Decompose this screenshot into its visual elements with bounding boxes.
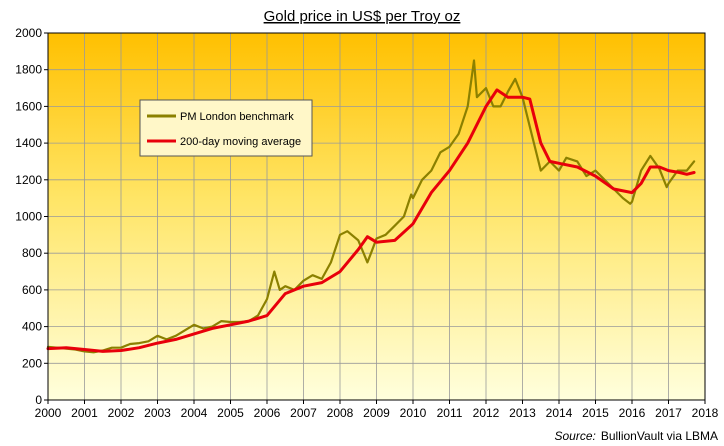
chart-title: Gold price in US$ per Troy oz <box>264 8 461 25</box>
source-text: BullionVault via LBMA <box>601 429 718 443</box>
x-tick-label: 2017 <box>655 406 682 420</box>
legend-label-pm-london: PM London benchmark <box>180 111 294 123</box>
source-note: Source: BullionVault via LBMA <box>554 429 718 443</box>
series-line-moving-average <box>46 88 696 353</box>
grid-lines <box>48 33 705 400</box>
y-tick-label: 1800 <box>15 63 42 77</box>
x-tick-label: 2000 <box>35 406 62 420</box>
legend-label-moving-average: 200-day moving average <box>180 136 301 148</box>
x-tick-label: 2009 <box>363 406 390 420</box>
y-tick-label: 400 <box>22 320 42 334</box>
y-tick-label: 1600 <box>15 99 42 113</box>
y-tick-label: 2000 <box>15 26 42 40</box>
legend-box <box>139 99 313 157</box>
x-tick-label: 2002 <box>108 406 135 420</box>
y-tick-label: 1200 <box>15 173 42 187</box>
axis-ticks: 0 200 400 600 800 1000 1200 1400 1600 1800 2000 200… <box>15 26 718 420</box>
x-tick-label: 2012 <box>473 406 500 420</box>
y-tick-label: 0 <box>35 393 42 407</box>
source-prefix: Source: <box>554 429 595 443</box>
plot-border <box>47 32 706 401</box>
y-tick-label: 200 <box>22 356 42 370</box>
x-tick-label: 2004 <box>181 406 208 420</box>
x-tick-label: 2016 <box>619 406 646 420</box>
x-tick-label: 2007 <box>290 406 317 420</box>
x-tick-label: 2013 <box>509 406 536 420</box>
x-tick-label: 2003 <box>144 406 171 420</box>
x-tick-label: 2014 <box>546 406 573 420</box>
x-tick-label: 2005 <box>217 406 244 420</box>
x-tick-label: 2018 <box>692 406 719 420</box>
legend: PM London benchmark 200-day moving avera… <box>139 99 313 157</box>
x-tick-label: 2006 <box>254 406 281 420</box>
y-tick-label: 1400 <box>15 136 42 150</box>
y-tick-label: 1000 <box>15 210 42 224</box>
y-tick-label: 800 <box>22 246 42 260</box>
x-tick-label: 2010 <box>400 406 427 420</box>
y-tick-label: 600 <box>22 283 42 297</box>
x-tick-label: 2008 <box>327 406 354 420</box>
x-tick-label: 2015 <box>582 406 609 420</box>
x-tick-label: 2001 <box>71 406 98 420</box>
series-lines <box>46 59 696 354</box>
x-tick-label: 2011 <box>437 406 463 420</box>
series-line-pm-london <box>46 59 696 354</box>
